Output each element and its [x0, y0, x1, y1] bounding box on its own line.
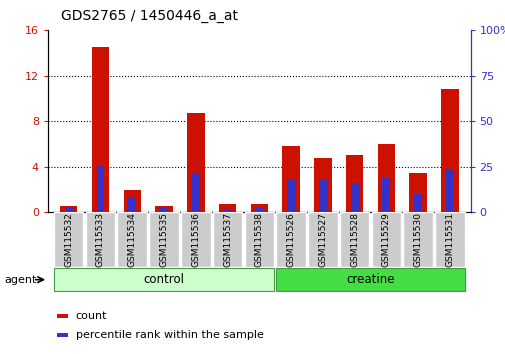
Bar — [350, 183, 358, 212]
Bar — [213, 212, 242, 267]
Text: GSM115534: GSM115534 — [127, 212, 136, 267]
Bar — [402, 212, 432, 267]
Text: GSM115531: GSM115531 — [444, 212, 453, 267]
Text: GSM115529: GSM115529 — [381, 212, 390, 267]
Bar — [57, 333, 68, 337]
Bar — [371, 212, 400, 267]
Text: GSM115532: GSM115532 — [64, 212, 73, 267]
Bar — [286, 179, 294, 212]
Bar — [91, 47, 109, 212]
Bar — [57, 314, 68, 318]
Bar — [276, 212, 305, 267]
Bar — [255, 208, 263, 212]
Bar — [244, 212, 274, 267]
Bar — [250, 204, 268, 212]
Bar — [60, 206, 77, 212]
Text: GSM115533: GSM115533 — [96, 212, 105, 267]
Bar — [85, 212, 115, 267]
Bar — [414, 194, 421, 212]
Bar — [123, 190, 141, 212]
Text: GSM115537: GSM115537 — [223, 212, 232, 267]
Bar — [54, 268, 274, 291]
Text: GSM115538: GSM115538 — [255, 212, 263, 267]
Bar — [339, 212, 369, 267]
Text: GSM115528: GSM115528 — [349, 212, 359, 267]
Bar — [223, 209, 231, 212]
Text: count: count — [75, 311, 107, 321]
Bar — [128, 198, 136, 212]
Bar — [434, 212, 464, 267]
Bar — [96, 165, 104, 212]
Text: percentile rank within the sample: percentile rank within the sample — [75, 330, 263, 340]
Bar — [377, 144, 394, 212]
Bar — [282, 146, 299, 212]
Text: GDS2765 / 1450446_a_at: GDS2765 / 1450446_a_at — [61, 9, 237, 23]
Bar — [54, 212, 83, 267]
Bar — [445, 169, 453, 212]
Text: creatine: creatine — [345, 273, 394, 286]
Bar — [191, 174, 199, 212]
Bar — [160, 208, 168, 212]
Bar — [187, 113, 204, 212]
Bar — [155, 206, 172, 212]
Bar — [149, 212, 178, 267]
Bar — [276, 268, 464, 291]
Text: GSM115530: GSM115530 — [413, 212, 422, 267]
Bar — [218, 204, 236, 212]
Bar — [65, 207, 73, 212]
Bar — [382, 178, 389, 212]
Bar — [440, 89, 458, 212]
Bar — [345, 155, 363, 212]
Text: GSM115526: GSM115526 — [286, 212, 295, 267]
Bar — [181, 212, 210, 267]
Bar — [318, 179, 326, 212]
Bar — [409, 172, 426, 212]
Bar — [314, 158, 331, 212]
Text: GSM115536: GSM115536 — [191, 212, 200, 267]
Bar — [308, 212, 337, 267]
Text: agent: agent — [4, 275, 36, 285]
Text: control: control — [143, 273, 184, 286]
Text: GSM115527: GSM115527 — [318, 212, 327, 267]
Bar — [117, 212, 147, 267]
Text: GSM115535: GSM115535 — [159, 212, 168, 267]
